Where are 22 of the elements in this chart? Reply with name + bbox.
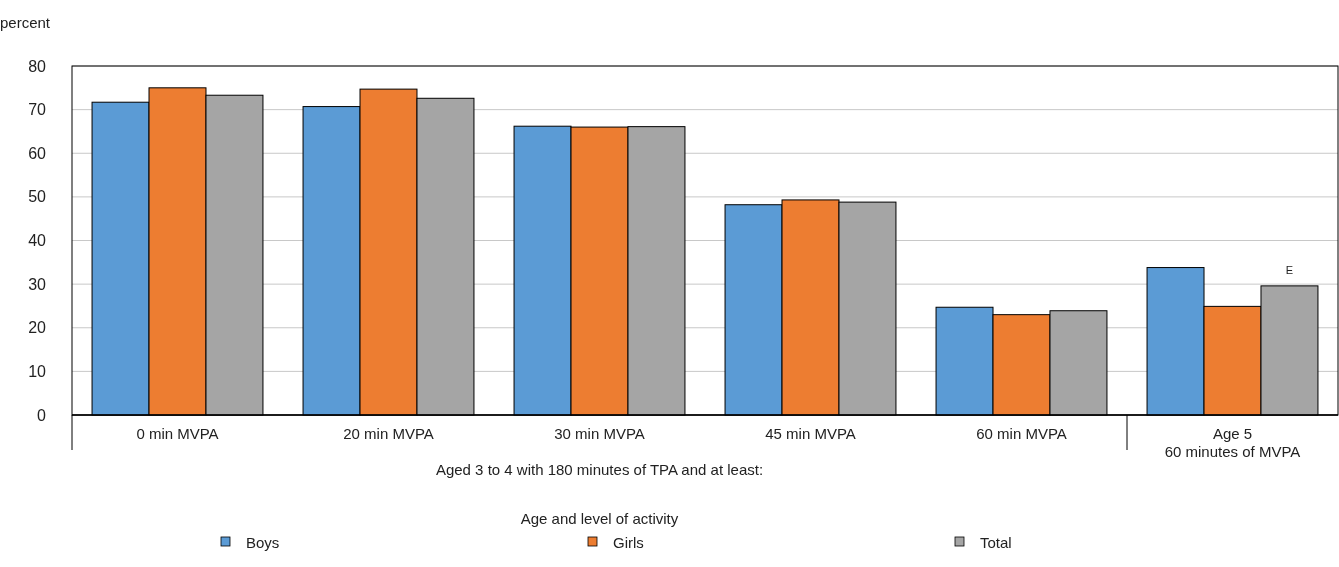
y-tick-label: 10 <box>28 362 47 380</box>
x-tick-label: 45 min MVPA <box>765 425 856 442</box>
y-axis-title: percent <box>0 14 51 31</box>
y-tick-label: 50 <box>28 188 47 206</box>
y-tick-label: 60 <box>28 144 47 162</box>
y-tick-label: 40 <box>28 232 47 250</box>
y-tick-label: 30 <box>28 275 47 293</box>
y-tick-label: 70 <box>28 101 47 119</box>
x-tick-label: 20 min MVPA <box>343 425 434 442</box>
x-axis-title: Age and level of activity <box>520 510 679 527</box>
x-tick-label: Age 5 60 minutes of MVPA <box>1164 425 1301 460</box>
y-tick-label: 0 <box>37 406 47 424</box>
y-tick-label: 20 <box>28 319 47 337</box>
x-tick-label: 60 min MVPA <box>976 425 1067 442</box>
annotation: E <box>1285 263 1294 276</box>
y-tick-label: 80 <box>28 57 47 75</box>
legend-label: Girls <box>613 534 644 551</box>
legend-label: Boys <box>246 534 280 551</box>
text: Aged 3 to 4 with 180 minutes of TPA and at least: <box>435 461 764 478</box>
x-tick-label: 0 min MVPA <box>136 425 219 442</box>
x-tick-label: 30 min MVPA <box>554 425 645 442</box>
legend-label: Total <box>980 534 1012 551</box>
